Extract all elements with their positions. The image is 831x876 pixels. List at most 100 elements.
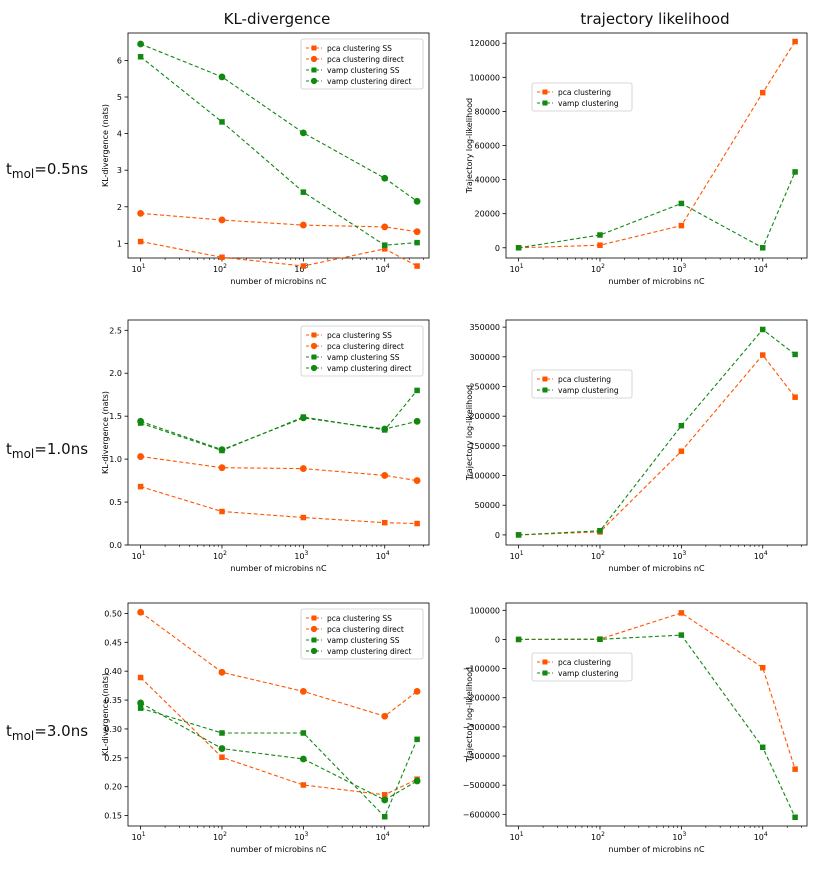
x-tick-exponent: 4 — [386, 550, 390, 557]
data-point — [414, 239, 420, 246]
y-axis-label: Trajectory log-likelihood — [465, 385, 474, 481]
legend-box — [300, 38, 424, 90]
data-point — [381, 792, 388, 798]
x-tick-exponent: 3 — [305, 831, 309, 838]
x-tick-label: 104 — [376, 831, 390, 842]
series-line — [140, 486, 418, 525]
x-tick-exponent: 2 — [223, 550, 227, 557]
legend-marker — [310, 342, 318, 350]
data-point — [792, 169, 798, 175]
data-point — [299, 414, 307, 422]
data-point — [759, 352, 766, 358]
y-tick-label: 0.35 — [104, 696, 122, 705]
y-tick-label: 120000 — [469, 39, 500, 48]
column-title-kl: KL-divergence — [223, 10, 331, 28]
x-axis-label: number of microbins nC — [230, 277, 327, 286]
x-tick-exponent: 4 — [386, 831, 390, 838]
data-point — [414, 387, 420, 394]
x-tick-exponent: 3 — [305, 263, 309, 270]
plot-frame — [505, 32, 808, 259]
column-title-likelihood: trajectory likelihood — [580, 10, 730, 28]
legend-marker — [542, 376, 548, 382]
y-tick-label: −400000 — [463, 752, 500, 761]
y-tick-label: −600000 — [463, 810, 500, 819]
plot-frame — [127, 32, 430, 259]
data-point — [381, 174, 389, 182]
x-tick-label: 103 — [672, 831, 686, 842]
data-point — [792, 814, 798, 821]
data-point — [759, 89, 766, 96]
data-point — [218, 216, 226, 224]
y-tick-label: 1 — [117, 239, 122, 248]
y-axis-label: KL-divergence (nats) — [101, 391, 110, 474]
row-label-0: tmol=0.5ns — [6, 160, 89, 181]
data-point — [759, 664, 766, 671]
legend-box — [531, 369, 633, 399]
data-point — [678, 200, 685, 207]
y-tick-label: 0 — [495, 244, 500, 253]
data-point — [218, 668, 226, 676]
data-point — [678, 610, 685, 616]
x-tick-exponent: 2 — [601, 550, 605, 557]
chart-3: 0 50000 100000 150000 200000 250000 300000 3500… — [465, 319, 808, 573]
data-point — [678, 632, 685, 638]
series-line — [518, 328, 796, 536]
legend-marker — [542, 89, 548, 95]
y-tick-label: 40000 — [475, 176, 500, 185]
y-tick-label: 20000 — [475, 210, 500, 219]
y-tick-label: 0.5 — [109, 498, 122, 507]
data-point — [515, 245, 522, 251]
legend-marker — [310, 77, 318, 85]
x-tick-exponent: 1 — [142, 550, 146, 557]
x-tick-label: 101 — [510, 550, 524, 561]
x-tick-label: 101 — [132, 831, 146, 842]
series-line — [140, 707, 418, 818]
y-tick-label: 2 — [117, 203, 122, 212]
legend-marker — [311, 67, 317, 73]
x-tick-exponent: 2 — [601, 263, 605, 270]
legend-box — [531, 82, 633, 112]
y-tick-label: 150000 — [469, 442, 500, 451]
data-point — [381, 814, 388, 820]
x-tick-label: 102 — [213, 831, 227, 842]
data-point — [678, 448, 685, 454]
data-point — [678, 422, 685, 429]
series-line — [140, 677, 418, 796]
legend-label: vamp clustering direct — [327, 364, 411, 373]
series-line — [140, 240, 418, 267]
y-tick-label: 3 — [117, 166, 122, 175]
data-point — [137, 453, 145, 460]
x-tick-label: 102 — [591, 831, 605, 842]
x-tick-label: 104 — [754, 550, 768, 561]
x-tick-exponent: 4 — [764, 263, 768, 270]
data-point — [300, 263, 307, 269]
plot-frame — [127, 602, 430, 827]
y-tick-label: −300000 — [463, 723, 500, 732]
y-axis-label: Trajectory log-likelihood — [465, 98, 474, 194]
data-point — [414, 520, 420, 527]
x-tick-label: 102 — [213, 550, 227, 561]
x-tick-exponent: 3 — [305, 550, 309, 557]
y-tick-label: 0.45 — [104, 638, 122, 647]
y-tick-label: 0.40 — [104, 667, 122, 676]
legend-label: vamp clustering — [558, 386, 619, 395]
data-point — [413, 228, 421, 236]
y-tick-label: −100000 — [463, 665, 500, 674]
legend-marker — [310, 364, 318, 372]
data-point — [759, 744, 766, 751]
x-tick-label: 102 — [591, 263, 605, 274]
x-tick-exponent: 2 — [601, 831, 605, 838]
row-label-2: tmol=3.0ns — [6, 722, 89, 743]
x-tick-exponent: 2 — [223, 263, 227, 270]
data-point — [137, 40, 145, 48]
data-point — [219, 119, 225, 125]
series-line — [140, 390, 418, 452]
plot-frame — [127, 319, 430, 546]
x-tick-label: 103 — [294, 550, 308, 561]
y-axis-label: KL-divergence (nats) — [101, 673, 110, 756]
x-tick-exponent: 4 — [764, 550, 768, 557]
y-tick-label: 2.5 — [109, 326, 122, 335]
x-tick-label: 101 — [510, 263, 524, 274]
